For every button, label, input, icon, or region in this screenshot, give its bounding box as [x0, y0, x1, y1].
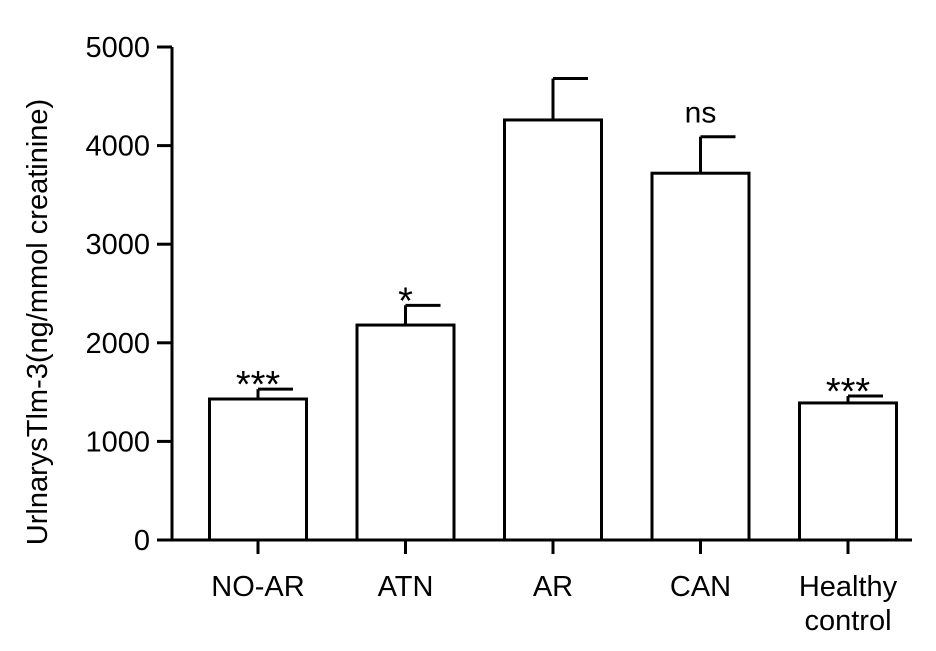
x-tick-label: CAN: [670, 571, 731, 603]
significance-label: ***: [236, 364, 281, 406]
y-tick-label: 3000: [85, 229, 150, 261]
bar: [650, 171, 751, 542]
x-tick-label: AR: [533, 571, 573, 603]
bar: [208, 397, 308, 542]
y-tick-label: 5000: [85, 32, 150, 64]
x-tick-label: ATN: [378, 571, 434, 603]
y-tick-label: 2000: [85, 328, 150, 360]
y-tick-label: 0: [134, 525, 150, 557]
x-tick-label: Healthy control: [799, 571, 898, 637]
y-tick-label: 4000: [85, 131, 150, 163]
bar: [798, 401, 898, 542]
x-axis: NO-AR ATN AR CAN Healthy control: [172, 538, 912, 637]
y-axis-label: UrlnarysTlm-3(ng/mmol creatinine): [22, 99, 54, 545]
x-tick-label: NO-AR: [211, 571, 304, 603]
significance-label: *: [398, 280, 413, 322]
significance-label: ***: [826, 371, 871, 413]
y-axis: 0 1000 2000 3000 4000 5000: [85, 32, 174, 557]
y-tick-label: 1000: [85, 426, 150, 458]
bar: [503, 118, 603, 542]
bars: ****ns***: [208, 77, 898, 542]
significance-label: ns: [685, 97, 717, 130]
bar: [355, 323, 456, 542]
